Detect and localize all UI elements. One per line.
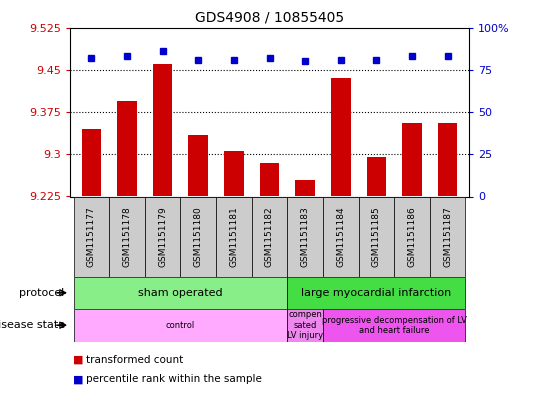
Bar [74, 277, 287, 309]
Bar [145, 196, 181, 277]
Text: GSM1151187: GSM1151187 [443, 206, 452, 267]
Bar [189, 134, 208, 196]
Bar [287, 309, 323, 342]
Bar [224, 151, 244, 196]
Text: protocol: protocol [19, 288, 65, 298]
Bar [118, 101, 137, 196]
Bar [109, 196, 145, 277]
Text: compen
sated
LV injury: compen sated LV injury [287, 310, 323, 340]
Text: transformed count: transformed count [86, 354, 183, 365]
Text: ■: ■ [73, 374, 83, 384]
Bar [394, 196, 430, 277]
Bar [287, 277, 465, 309]
Bar [81, 129, 101, 196]
Bar [323, 309, 465, 342]
Bar [323, 196, 358, 277]
Text: GSM1151177: GSM1151177 [87, 206, 96, 267]
Bar [402, 123, 421, 196]
Text: progressive decompensation of LV
and heart failure: progressive decompensation of LV and hea… [322, 316, 467, 335]
Text: GSM1151182: GSM1151182 [265, 206, 274, 267]
Bar [216, 196, 252, 277]
Text: GSM1151185: GSM1151185 [372, 206, 381, 267]
Bar [74, 196, 109, 277]
Text: disease state: disease state [0, 320, 65, 330]
Bar [295, 180, 315, 196]
Text: GSM1151178: GSM1151178 [122, 206, 132, 267]
Bar [181, 196, 216, 277]
Title: GDS4908 / 10855405: GDS4908 / 10855405 [195, 11, 344, 25]
Bar [153, 64, 172, 196]
Text: GSM1151184: GSM1151184 [336, 206, 345, 267]
Text: control: control [166, 321, 195, 330]
Text: percentile rank within the sample: percentile rank within the sample [86, 374, 262, 384]
Text: GSM1151180: GSM1151180 [194, 206, 203, 267]
Bar [260, 163, 279, 196]
Bar [358, 196, 394, 277]
Text: large myocardial infarction: large myocardial infarction [301, 288, 452, 298]
Bar [367, 157, 386, 196]
Text: GSM1151181: GSM1151181 [230, 206, 238, 267]
Text: GSM1151186: GSM1151186 [407, 206, 417, 267]
Bar [438, 123, 458, 196]
Text: sham operated: sham operated [138, 288, 223, 298]
Bar [252, 196, 287, 277]
Bar [287, 196, 323, 277]
Text: ■: ■ [73, 354, 83, 365]
Bar [331, 78, 350, 196]
Bar [430, 196, 465, 277]
Bar [74, 309, 287, 342]
Text: GSM1151183: GSM1151183 [301, 206, 309, 267]
Text: GSM1151179: GSM1151179 [158, 206, 167, 267]
